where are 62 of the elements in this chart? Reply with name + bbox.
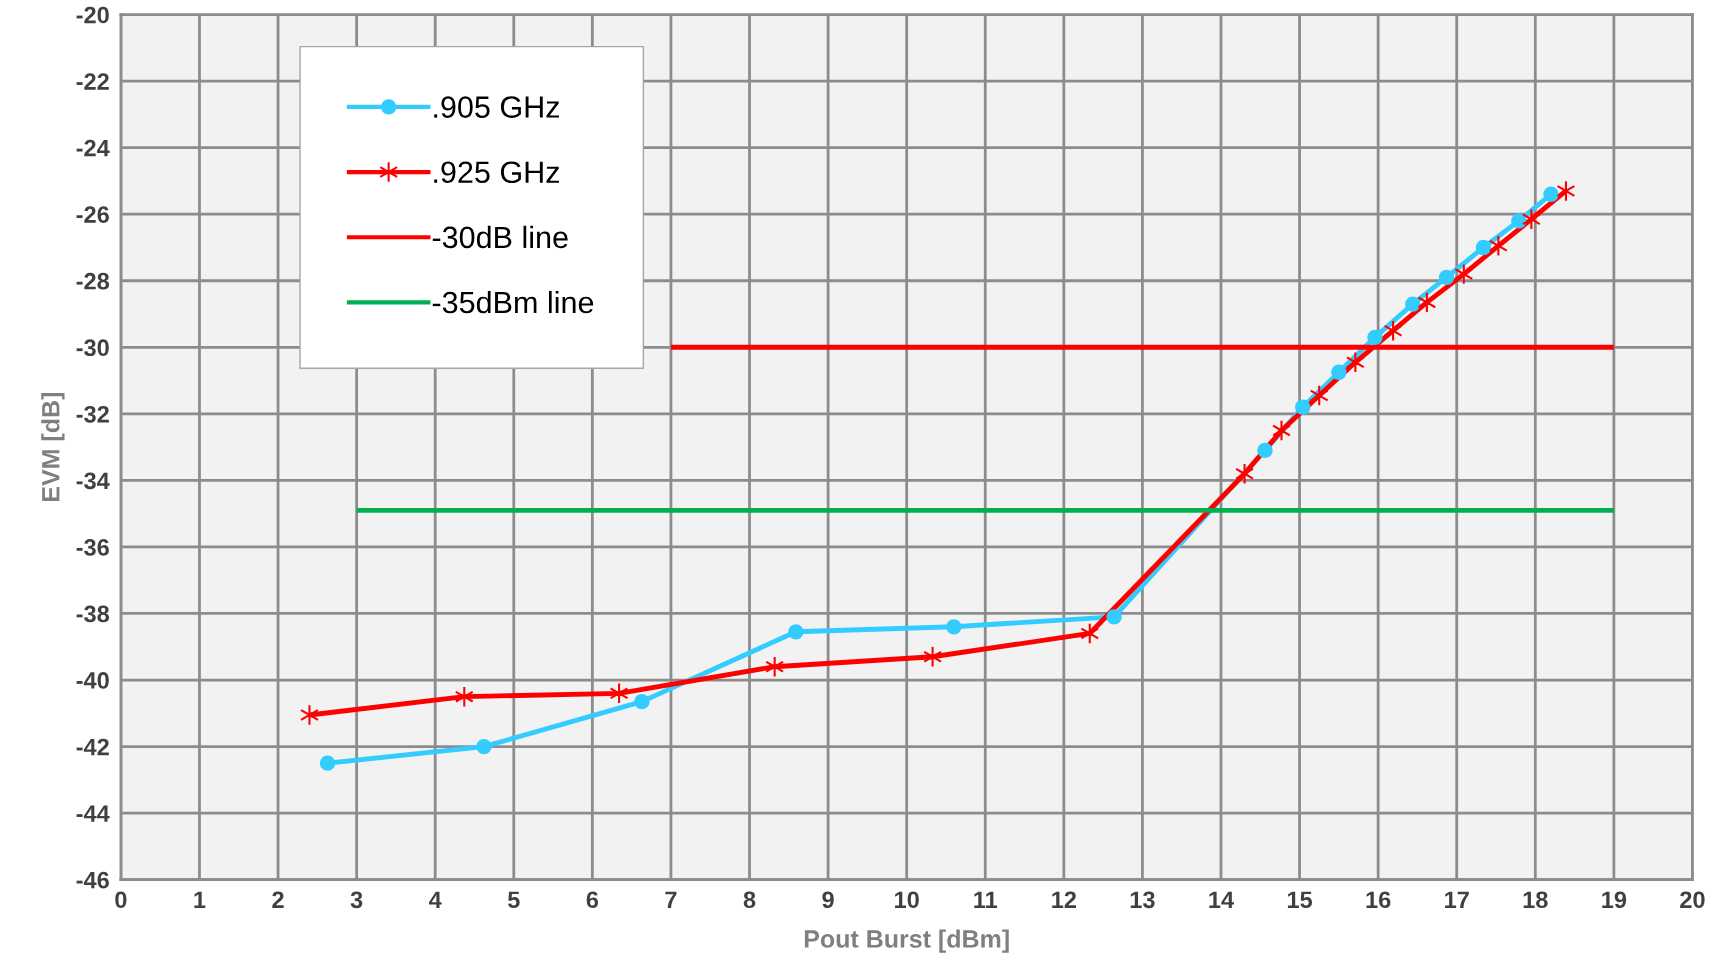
x-tick-label: 14: [1209, 891, 1234, 908]
legend-label: -35dBm line: [432, 290, 594, 314]
point: [1405, 296, 1421, 312]
x-tick-label: 1: [194, 891, 206, 908]
x-tick-label: 8: [743, 891, 756, 909]
x-tick-label: 16: [1366, 891, 1391, 909]
y-tick-label: -34: [76, 472, 110, 490]
y-tick-label: -42: [76, 738, 109, 756]
y-tick-label: -44: [76, 805, 110, 822]
y-tick-label: -22: [76, 73, 109, 90]
x-tick-label: 12: [1052, 891, 1077, 908]
y-tick-label: -32: [76, 405, 109, 423]
y-tick-label: -24: [76, 139, 110, 157]
x-tick-label: 13: [1130, 891, 1155, 909]
point: [1367, 329, 1383, 345]
x-tick-label: 3: [350, 891, 363, 909]
x-tick-label: 17: [1445, 891, 1469, 908]
x-tick-label: 10: [895, 891, 919, 909]
point: [634, 694, 650, 710]
point: [1106, 609, 1122, 625]
y-axis-title: EVM [dB]: [41, 392, 65, 501]
legend-label: .905 GHz: [434, 96, 559, 118]
point: [1295, 399, 1311, 415]
x-tick-label: 0: [115, 891, 127, 909]
point: [1438, 269, 1455, 286]
x-tick-label: 5: [507, 891, 520, 909]
point: [1556, 180, 1576, 202]
point: [1511, 213, 1527, 229]
x-tick-label: 4: [429, 891, 442, 908]
point: [1272, 419, 1291, 442]
point: [788, 624, 804, 640]
y-tick-label: -36: [76, 539, 109, 556]
x-tick-label: 15: [1287, 891, 1313, 909]
x-tick-label: 7: [665, 891, 677, 908]
y-tick-label: -40: [76, 672, 109, 689]
point: [1257, 442, 1273, 459]
point: [300, 704, 319, 726]
x-tick-label: 11: [974, 891, 998, 908]
point: [1488, 235, 1508, 257]
point: [1543, 186, 1559, 202]
point: [946, 619, 962, 635]
x-tick-label: 19: [1602, 891, 1627, 909]
point: [1331, 364, 1347, 380]
y-tick-label: -30: [76, 339, 109, 357]
x-tick-label: 2: [272, 891, 284, 908]
y-tick-label: -46: [76, 871, 109, 889]
y-tick-label: -20: [76, 6, 109, 24]
point: [476, 738, 492, 755]
legend-label: .925 GHz: [434, 161, 559, 184]
x-axis-title: Pout Burst [dBm]: [804, 929, 1009, 953]
x-tick-label: 20: [1680, 891, 1705, 909]
point: [1475, 239, 1492, 256]
y-tick-label: -26: [76, 206, 109, 223]
point: [319, 755, 336, 771]
point: [1521, 208, 1541, 230]
y-tick-label: -38: [76, 605, 110, 623]
x-tick-label: 9: [822, 891, 834, 909]
y-tick-label: -28: [76, 272, 110, 290]
x-tick-label: 18: [1523, 891, 1548, 909]
x-tick-label: 6: [586, 891, 599, 909]
point: [1454, 263, 1474, 285]
legend-label: -30dB line: [432, 225, 568, 249]
